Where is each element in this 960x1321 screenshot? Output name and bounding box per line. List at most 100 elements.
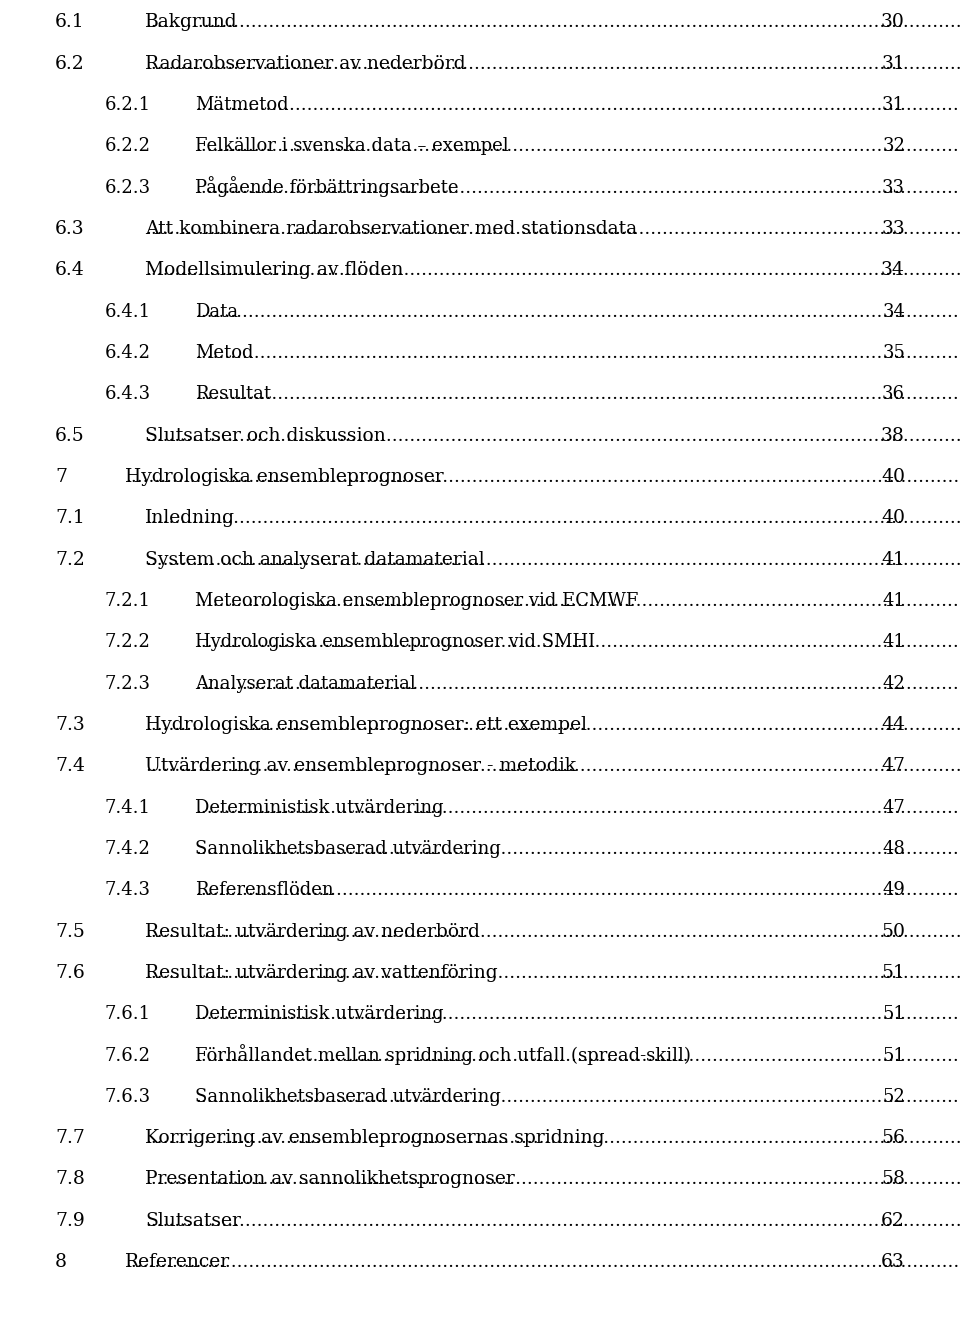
Text: 31: 31: [881, 54, 905, 73]
Text: ................................................................................: ........................................…: [145, 262, 960, 279]
Text: 34: 34: [882, 303, 905, 321]
Text: Radarobservationer av nederbörd: Radarobservationer av nederbörd: [145, 54, 466, 73]
Text: ................................................................................: ........................................…: [145, 221, 960, 238]
Text: 7: 7: [55, 468, 67, 486]
Text: Sannolikhetsbaserad utvärdering: Sannolikhetsbaserad utvärdering: [195, 1087, 501, 1106]
Text: ................................................................................: ........................................…: [195, 96, 960, 114]
Text: ................................................................................: ........................................…: [125, 1254, 960, 1271]
Text: ................................................................................: ........................................…: [145, 716, 960, 734]
Text: ................................................................................: ........................................…: [195, 1087, 960, 1106]
Text: 6.2.1: 6.2.1: [105, 96, 151, 114]
Text: Hydrologiska ensembleprognoser: Hydrologiska ensembleprognoser: [125, 468, 444, 486]
Text: Felkällor i svenska data – exempel: Felkällor i svenska data – exempel: [195, 137, 509, 156]
Text: ................................................................................: ........................................…: [145, 551, 960, 568]
Text: 62: 62: [881, 1211, 905, 1230]
Text: 33: 33: [881, 221, 905, 238]
Text: Presentation av sannolikhetsprognoser: Presentation av sannolikhetsprognoser: [145, 1170, 515, 1189]
Text: 47: 47: [882, 799, 905, 816]
Text: 7.7: 7.7: [55, 1129, 84, 1147]
Text: ................................................................................: ........................................…: [145, 1170, 960, 1189]
Text: ................................................................................: ........................................…: [145, 510, 960, 527]
Text: 49: 49: [882, 881, 905, 900]
Text: Utvärdering av ensembleprognoser - metodik: Utvärdering av ensembleprognoser - metod…: [145, 757, 576, 775]
Text: 50: 50: [881, 922, 905, 941]
Text: 7.4: 7.4: [55, 757, 84, 775]
Text: 6.3: 6.3: [55, 221, 84, 238]
Text: 51: 51: [881, 964, 905, 982]
Text: 7.2.1: 7.2.1: [105, 592, 151, 610]
Text: Resultat: utvärdering av nederbörd: Resultat: utvärdering av nederbörd: [145, 922, 480, 941]
Text: 51: 51: [882, 1046, 905, 1065]
Text: 35: 35: [882, 343, 905, 362]
Text: Referencer: Referencer: [125, 1254, 230, 1271]
Text: 42: 42: [882, 675, 905, 692]
Text: 7.6.2: 7.6.2: [105, 1046, 151, 1065]
Text: Att kombinera radarobservationer med stationsdata: Att kombinera radarobservationer med sta…: [145, 221, 637, 238]
Text: Hydrologiska ensembleprognoser vid SMHI: Hydrologiska ensembleprognoser vid SMHI: [195, 633, 595, 651]
Text: ................................................................................: ........................................…: [195, 592, 960, 610]
Text: 44: 44: [881, 716, 905, 734]
Text: 7.8: 7.8: [55, 1170, 84, 1189]
Text: ................................................................................: ........................................…: [195, 178, 960, 197]
Text: 6.1: 6.1: [55, 13, 84, 32]
Text: ................................................................................: ........................................…: [195, 303, 960, 321]
Text: 34: 34: [881, 262, 905, 279]
Text: 58: 58: [881, 1170, 905, 1189]
Text: ................................................................................: ........................................…: [145, 757, 960, 775]
Text: 6.4.3: 6.4.3: [105, 386, 151, 403]
Text: ................................................................................: ........................................…: [145, 1129, 960, 1147]
Text: Metod: Metod: [195, 343, 253, 362]
Text: ................................................................................: ........................................…: [145, 964, 960, 982]
Text: ................................................................................: ........................................…: [145, 54, 960, 73]
Text: 7.4.1: 7.4.1: [105, 799, 151, 816]
Text: 30: 30: [881, 13, 905, 32]
Text: ................................................................................: ........................................…: [195, 343, 960, 362]
Text: ................................................................................: ........................................…: [195, 1046, 960, 1065]
Text: Resultat: utvärdering av vattenföring: Resultat: utvärdering av vattenföring: [145, 964, 497, 982]
Text: 7.9: 7.9: [55, 1211, 84, 1230]
Text: 31: 31: [882, 96, 905, 114]
Text: Sannolikhetsbaserad utvärdering: Sannolikhetsbaserad utvärdering: [195, 840, 501, 857]
Text: Referensflöden: Referensflöden: [195, 881, 334, 900]
Text: 8: 8: [55, 1254, 67, 1271]
Text: 7.1: 7.1: [55, 510, 84, 527]
Text: 40: 40: [881, 468, 905, 486]
Text: 6.4.2: 6.4.2: [105, 343, 151, 362]
Text: ................................................................................: ........................................…: [145, 922, 960, 941]
Text: Meteorologiska ensembleprognoser vid ECMWF: Meteorologiska ensembleprognoser vid ECM…: [195, 592, 638, 610]
Text: 7.4.3: 7.4.3: [105, 881, 151, 900]
Text: 7.2.2: 7.2.2: [105, 633, 151, 651]
Text: Analyserat datamaterial: Analyserat datamaterial: [195, 675, 416, 692]
Text: Hydrologiska ensembleprognoser: ett exempel: Hydrologiska ensembleprognoser: ett exem…: [145, 716, 587, 734]
Text: 7.6.1: 7.6.1: [105, 1005, 151, 1024]
Text: 56: 56: [881, 1129, 905, 1147]
Text: ................................................................................: ........................................…: [145, 13, 960, 32]
Text: 7.6: 7.6: [55, 964, 84, 982]
Text: Deterministisk utvärdering: Deterministisk utvärdering: [195, 799, 444, 816]
Text: 7.2.3: 7.2.3: [105, 675, 151, 692]
Text: 63: 63: [881, 1254, 905, 1271]
Text: 52: 52: [882, 1087, 905, 1106]
Text: 38: 38: [881, 427, 905, 445]
Text: ................................................................................: ........................................…: [145, 1211, 960, 1230]
Text: 41: 41: [881, 551, 905, 568]
Text: Korrigering av ensembleprognosernas spridning: Korrigering av ensembleprognosernas spri…: [145, 1129, 605, 1147]
Text: 6.4.1: 6.4.1: [105, 303, 151, 321]
Text: Resultat: Resultat: [195, 386, 271, 403]
Text: 40: 40: [881, 510, 905, 527]
Text: Data: Data: [195, 303, 238, 321]
Text: 7.5: 7.5: [55, 922, 84, 941]
Text: 7.4.2: 7.4.2: [105, 840, 151, 857]
Text: ................................................................................: ........................................…: [195, 881, 960, 900]
Text: 6.2.3: 6.2.3: [105, 178, 151, 197]
Text: Förhållandet mellan spridning och utfall (spread-skill): Förhållandet mellan spridning och utfall…: [195, 1044, 691, 1065]
Text: 6.4: 6.4: [55, 262, 84, 279]
Text: ................................................................................: ........................................…: [195, 675, 960, 692]
Text: ................................................................................: ........................................…: [195, 137, 960, 156]
Text: 7.6.3: 7.6.3: [105, 1087, 151, 1106]
Text: Deterministisk utvärdering: Deterministisk utvärdering: [195, 1005, 444, 1024]
Text: ................................................................................: ........................................…: [195, 633, 960, 651]
Text: ................................................................................: ........................................…: [195, 840, 960, 857]
Text: Pågående förbättringsarbete: Pågående förbättringsarbete: [195, 176, 459, 197]
Text: ................................................................................: ........................................…: [145, 427, 960, 445]
